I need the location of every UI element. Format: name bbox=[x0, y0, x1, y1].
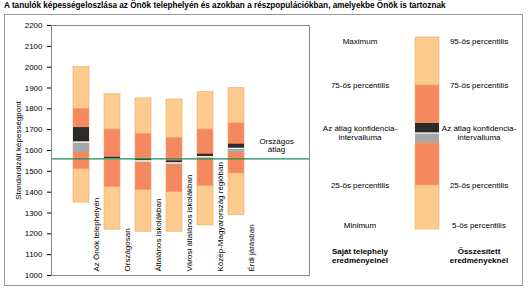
svg-text:Az Önök telephelyén: Az Önök telephelyén bbox=[92, 198, 101, 272]
svg-text:Országosan: Országosan bbox=[123, 228, 132, 271]
html-text:Minimum: Minimum bbox=[343, 220, 377, 230]
svg-text:1000: 1000 bbox=[25, 271, 43, 280]
html-text:5-ös percentilis: 5-ös percentilis bbox=[452, 220, 506, 230]
svg-text:1800: 1800 bbox=[25, 104, 43, 113]
html-text:95-ös percentilis: 95-ös percentilis bbox=[449, 36, 509, 46]
html-text:Maximum: Maximum bbox=[342, 36, 378, 46]
svg-text:Közép-Magyarország régióban: Közép-Magyarország régióban bbox=[216, 162, 225, 271]
svg-text:2100: 2100 bbox=[25, 42, 43, 51]
html-text:25-ös percentilis: 25-ös percentilis bbox=[449, 180, 509, 190]
svg-text:2000: 2000 bbox=[25, 63, 43, 72]
svg-text:1100: 1100 bbox=[25, 250, 43, 259]
html-text:75-ös percentilis: 75-ös percentilis bbox=[330, 80, 390, 90]
svg-text:2200: 2200 bbox=[25, 21, 43, 30]
svg-text:1700: 1700 bbox=[25, 125, 43, 134]
svg-text:1300: 1300 bbox=[25, 209, 43, 218]
svg-text:1400: 1400 bbox=[25, 188, 43, 197]
svg-text:Városi általános iskolákban: Városi általános iskolákban bbox=[185, 175, 194, 272]
html-text:A tanulók képességeloszlása az: A tanulók képességeloszlása az Önök tele… bbox=[4, 1, 446, 10]
html-text:75-ös percentilis: 75-ös percentilis bbox=[449, 80, 509, 90]
svg-text:Érdi járásban: Érdi járásban bbox=[247, 224, 256, 271]
html-text:Az átlag konfidencia-intervall: Az átlag konfidencia-intervalluma bbox=[322, 124, 398, 142]
html-text:Saját telephely eredményeinél: Saját telephely eredményeinél bbox=[332, 247, 388, 265]
svg-text:1900: 1900 bbox=[25, 84, 43, 93]
svg-text:1500: 1500 bbox=[25, 167, 43, 176]
svg-text:Országosátlag: Országosátlag bbox=[259, 137, 293, 154]
svg-text:Általános iskolákban: Általános iskolákban bbox=[154, 199, 163, 272]
svg-text:1200: 1200 bbox=[25, 229, 43, 238]
svg-text:1600: 1600 bbox=[25, 146, 43, 155]
html-text:Az átlag konfidencia-intervall: Az átlag konfidencia-intervalluma bbox=[441, 124, 517, 142]
html-text:Összesített eredményeknél: Összesített eredményeknél bbox=[449, 247, 509, 265]
html-text:25-ös percentilis: 25-ös percentilis bbox=[330, 180, 390, 190]
svg-text:Standardizált képességpont: Standardizált képességpont bbox=[14, 100, 23, 200]
